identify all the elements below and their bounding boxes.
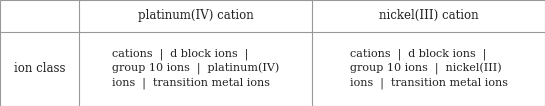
Text: ion class: ion class: [14, 62, 65, 75]
Text: nickel(III) cation: nickel(III) cation: [379, 9, 479, 22]
Text: cations  |  d block ions  |
group 10 ions  |  platinum(IV)
ions  |  transition m: cations | d block ions | group 10 ions |…: [112, 48, 279, 89]
Text: cations  |  d block ions  |
group 10 ions  |  nickel(III)
ions  |  transition me: cations | d block ions | group 10 ions |…: [349, 48, 507, 89]
Text: platinum(IV) cation: platinum(IV) cation: [138, 9, 253, 22]
